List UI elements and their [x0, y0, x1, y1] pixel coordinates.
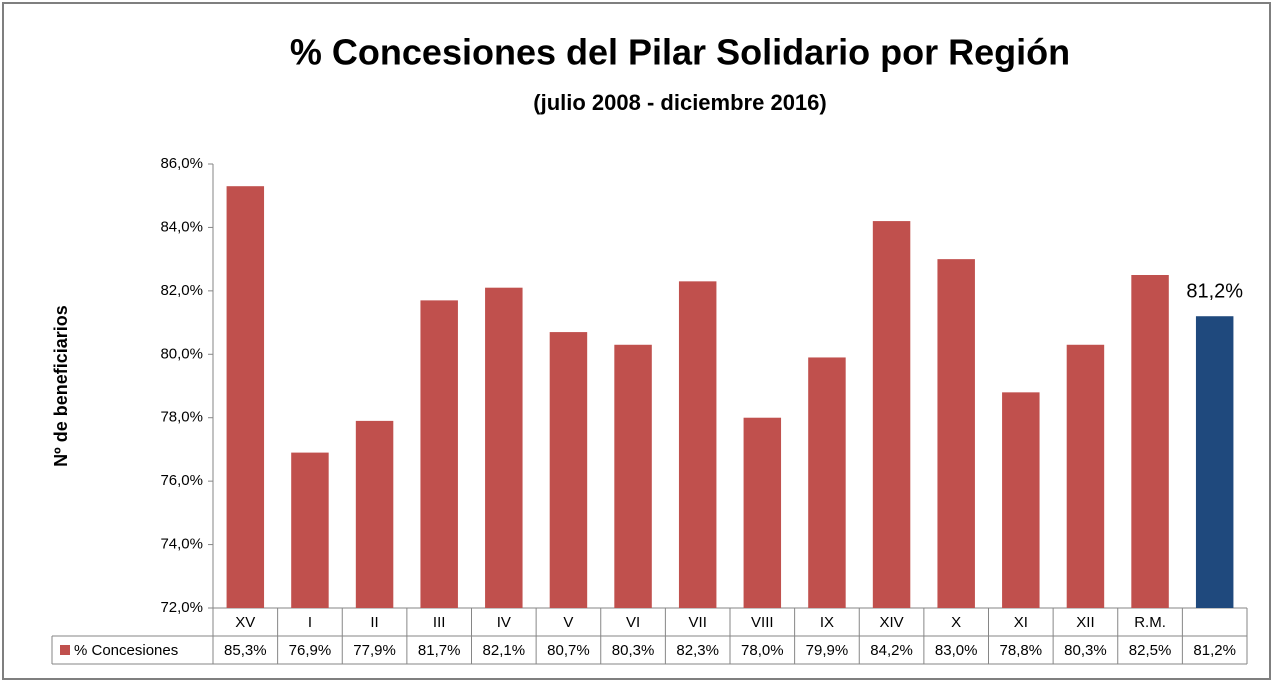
x-tick-label: XII [1076, 614, 1094, 631]
legend-label: % Concesiones [74, 642, 178, 659]
table-value: 80,3% [612, 642, 655, 659]
table-value: 82,1% [483, 642, 526, 659]
table-value: 77,9% [353, 642, 396, 659]
bar [355, 420, 394, 608]
table-value: 79,9% [806, 642, 849, 659]
bar [485, 287, 523, 608]
y-tick-label: 74,0% [160, 536, 203, 553]
table-value: 80,7% [547, 642, 590, 659]
bar [808, 357, 846, 608]
x-tick-label: XIV [879, 614, 903, 631]
x-tick-label: X [951, 614, 961, 631]
x-tick-label: VI [626, 614, 640, 631]
chart-subtitle: (julio 2008 - diciembre 2016) [533, 90, 826, 115]
table-value: 80,3% [1064, 642, 1107, 659]
y-tick-label: 84,0% [160, 218, 203, 235]
x-tick-label: V [563, 614, 573, 631]
table-value: 84,2% [870, 642, 913, 659]
x-tick-label: IX [820, 614, 834, 631]
bar [420, 300, 458, 608]
bar [872, 221, 911, 609]
data-label: 81,2% [1186, 281, 1243, 303]
table-value: 82,5% [1129, 642, 1172, 659]
y-tick-label: 80,0% [160, 345, 203, 362]
x-tick-label: VIII [751, 614, 774, 631]
table-value: 85,3% [224, 642, 267, 659]
legend-swatch [60, 645, 70, 655]
y-tick-label: 86,0% [160, 155, 203, 172]
table-value: 82,3% [676, 642, 719, 659]
bar [1066, 344, 1105, 608]
bar [226, 186, 265, 608]
bar [291, 452, 329, 608]
y-tick-label: 82,0% [160, 282, 203, 299]
table-value: 81,7% [418, 642, 461, 659]
bar [614, 344, 652, 608]
x-tick-label: XI [1014, 614, 1028, 631]
bar [937, 259, 975, 608]
bar [678, 281, 717, 608]
bar [549, 332, 588, 608]
x-tick-label: III [433, 614, 446, 631]
bar [743, 417, 782, 608]
bar [1131, 275, 1169, 608]
x-tick-label: XV [235, 614, 255, 631]
table-value: 78,8% [1000, 642, 1043, 659]
x-tick-label: I [308, 614, 312, 631]
table-value: 78,0% [741, 642, 784, 659]
table-value: 83,0% [935, 642, 978, 659]
y-tick-label: 72,0% [160, 599, 203, 616]
bar [1002, 392, 1040, 608]
y-tick-label: 76,0% [160, 472, 203, 489]
y-tick-label: 78,0% [160, 409, 203, 426]
x-tick-label: II [370, 614, 378, 631]
bar [1195, 316, 1234, 608]
table-value: 76,9% [289, 642, 332, 659]
chart-title: % Concesiones del Pilar Solidario por Re… [290, 32, 1070, 73]
x-tick-label: R.M. [1134, 614, 1166, 631]
y-axis-label: Nº de beneficiarios [51, 305, 71, 467]
table-value: 81,2% [1193, 642, 1236, 659]
x-tick-label: VII [689, 614, 707, 631]
x-tick-label: IV [497, 614, 511, 631]
